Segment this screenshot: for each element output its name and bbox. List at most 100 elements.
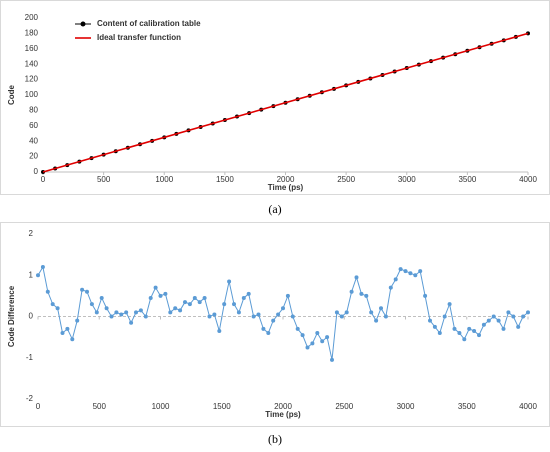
x-tick-label: 4000 (519, 175, 537, 184)
marker (36, 273, 40, 278)
marker (212, 312, 217, 317)
x-axis-label: Time (ps) (268, 183, 304, 192)
series-line (42, 32, 529, 173)
marker (428, 318, 432, 323)
marker (217, 328, 222, 333)
marker (457, 331, 462, 335)
marker (158, 293, 163, 298)
marker (369, 310, 374, 315)
marker (134, 310, 138, 315)
legend-swatch (80, 21, 86, 27)
y-tick-label: 0 (29, 312, 34, 321)
y-tick-label: 20 (29, 152, 38, 161)
y-tick-label: 2 (29, 229, 34, 238)
marker (222, 302, 227, 307)
marker (374, 318, 379, 323)
marker (521, 314, 526, 319)
marker (462, 337, 467, 342)
marker (432, 324, 437, 329)
marker (178, 308, 183, 313)
caption: (b) (268, 432, 282, 446)
marker (511, 314, 516, 319)
marker (447, 302, 452, 307)
marker (408, 271, 413, 276)
marker (124, 310, 129, 315)
legend-label: Content of calibration table (97, 19, 201, 28)
y-axis-label: Code Difference (7, 285, 16, 347)
marker (496, 318, 501, 323)
marker (138, 308, 143, 313)
marker (354, 275, 359, 280)
y-tick-label: 160 (25, 44, 39, 53)
marker (339, 314, 344, 319)
marker (285, 293, 290, 298)
x-tick-label: 500 (93, 402, 107, 411)
marker (85, 289, 89, 294)
y-tick-label: 140 (25, 59, 39, 68)
marker (114, 310, 119, 315)
marker (129, 320, 134, 325)
y-tick-label: 100 (25, 90, 39, 99)
marker (501, 326, 506, 331)
marker (388, 285, 393, 290)
marker (241, 295, 246, 300)
marker (60, 331, 65, 335)
marker (232, 302, 236, 307)
marker (261, 326, 266, 331)
marker (359, 291, 364, 296)
marker (334, 310, 339, 315)
marker (148, 295, 153, 300)
y-tick-label: 60 (29, 121, 38, 130)
x-tick-label: 3000 (397, 402, 415, 411)
x-tick-label: 1000 (152, 402, 170, 411)
x-tick-label: 1000 (155, 175, 173, 184)
x-tick-label: 2000 (277, 175, 295, 184)
marker (315, 331, 320, 335)
marker (364, 293, 369, 298)
marker (379, 306, 383, 311)
marker (300, 333, 305, 338)
panel-b (0, 222, 550, 427)
marker (40, 265, 45, 269)
y-tick-label: 0 (34, 167, 39, 176)
marker (305, 345, 310, 350)
marker (109, 314, 114, 319)
marker (295, 326, 300, 331)
y-tick-label: 40 (29, 136, 38, 145)
marker (330, 357, 334, 362)
marker (526, 310, 530, 315)
marker (251, 314, 256, 319)
marker (398, 267, 403, 272)
marker (310, 341, 315, 346)
marker (403, 269, 408, 274)
marker (266, 331, 271, 335)
marker (45, 289, 50, 294)
marker (55, 306, 60, 311)
x-tick-label: 3500 (458, 402, 476, 411)
marker (325, 335, 330, 340)
marker (437, 331, 442, 335)
marker (344, 310, 349, 315)
marker (452, 326, 457, 331)
marker (271, 318, 276, 323)
x-tick-label: 2500 (335, 402, 353, 411)
y-tick-label: 180 (25, 29, 39, 38)
marker (163, 291, 168, 296)
marker (50, 302, 55, 307)
marker (491, 314, 496, 319)
x-tick-label: 500 (97, 175, 111, 184)
marker (202, 295, 207, 300)
marker (173, 306, 178, 311)
marker (99, 295, 104, 300)
x-tick-label: 2500 (337, 175, 355, 184)
y-tick-label: 120 (25, 75, 39, 84)
marker (187, 302, 192, 307)
marker (153, 285, 158, 290)
marker (423, 293, 428, 298)
x-tick-label: 1500 (213, 402, 231, 411)
y-tick-label: -2 (26, 394, 34, 403)
marker (197, 300, 202, 305)
marker (89, 302, 94, 307)
marker (256, 312, 261, 317)
